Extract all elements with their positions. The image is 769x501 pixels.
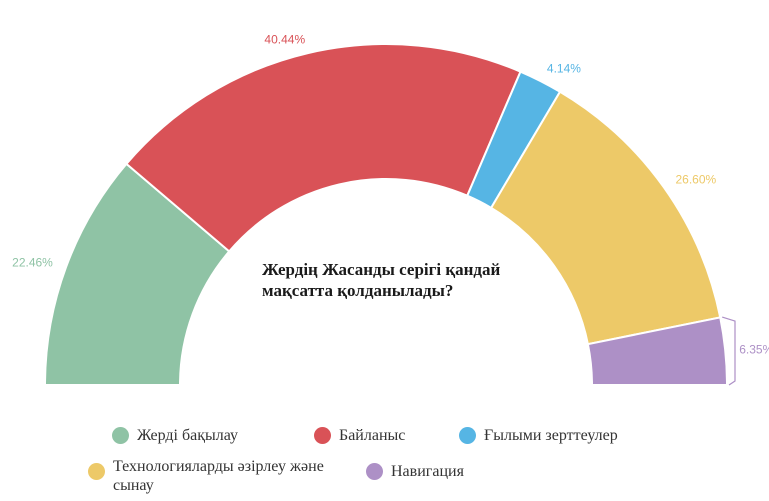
chart-value-label-1: 40.44% [264,32,305,46]
chart-slice-1[interactable] [125,43,522,253]
legend-label: Байланыс [339,427,406,444]
legend-swatch-circle-icon [459,427,476,444]
legend-item-scientific-research[interactable]: Ғылыми зерттеулер [459,426,618,445]
chart-slice-4[interactable] [586,316,729,386]
chart-value-labels: 22.46% 40.44% 4.14% 26.60% 6.35% [12,32,769,386]
chart-value-label-4: 6.35% [739,343,769,357]
chart-title: Жердің Жасанды серігі қандай мақсатта қо… [262,259,552,301]
chart-title-line-1: Жердің Жасанды серігі қандай [262,260,501,279]
chart-title-line-2: мақсатта қолданылады? [262,281,454,300]
legend-swatch-circle-icon [314,427,331,444]
legend-item-earth-observation[interactable]: Жерді бақылау [112,426,238,445]
legend-swatch-circle-icon [366,463,383,480]
chart-slices [43,43,729,386]
legend-item-communication[interactable]: Байланыс [314,426,405,445]
legend-label: Ғылыми зерттеулер [484,427,618,444]
legend-label: Жерді бақылау [137,427,239,444]
legend-swatch-circle-icon [88,463,105,480]
chart-value-label-2: 4.14% [547,62,581,76]
legend-label: Навигация [391,463,464,480]
legend-item-technology-development[interactable]: Технологияларды әзірлеу және сынау [88,457,324,495]
legend-item-navigation[interactable]: Навигация [366,462,464,481]
legend-label: Технологияларды әзірлеу және сынау [113,458,324,494]
chart-label-connector-4 [722,316,736,386]
legend-swatch-circle-icon [112,427,129,444]
chart-value-label-0: 22.46% [12,255,53,269]
chart-value-label-3: 26.60% [675,172,716,186]
